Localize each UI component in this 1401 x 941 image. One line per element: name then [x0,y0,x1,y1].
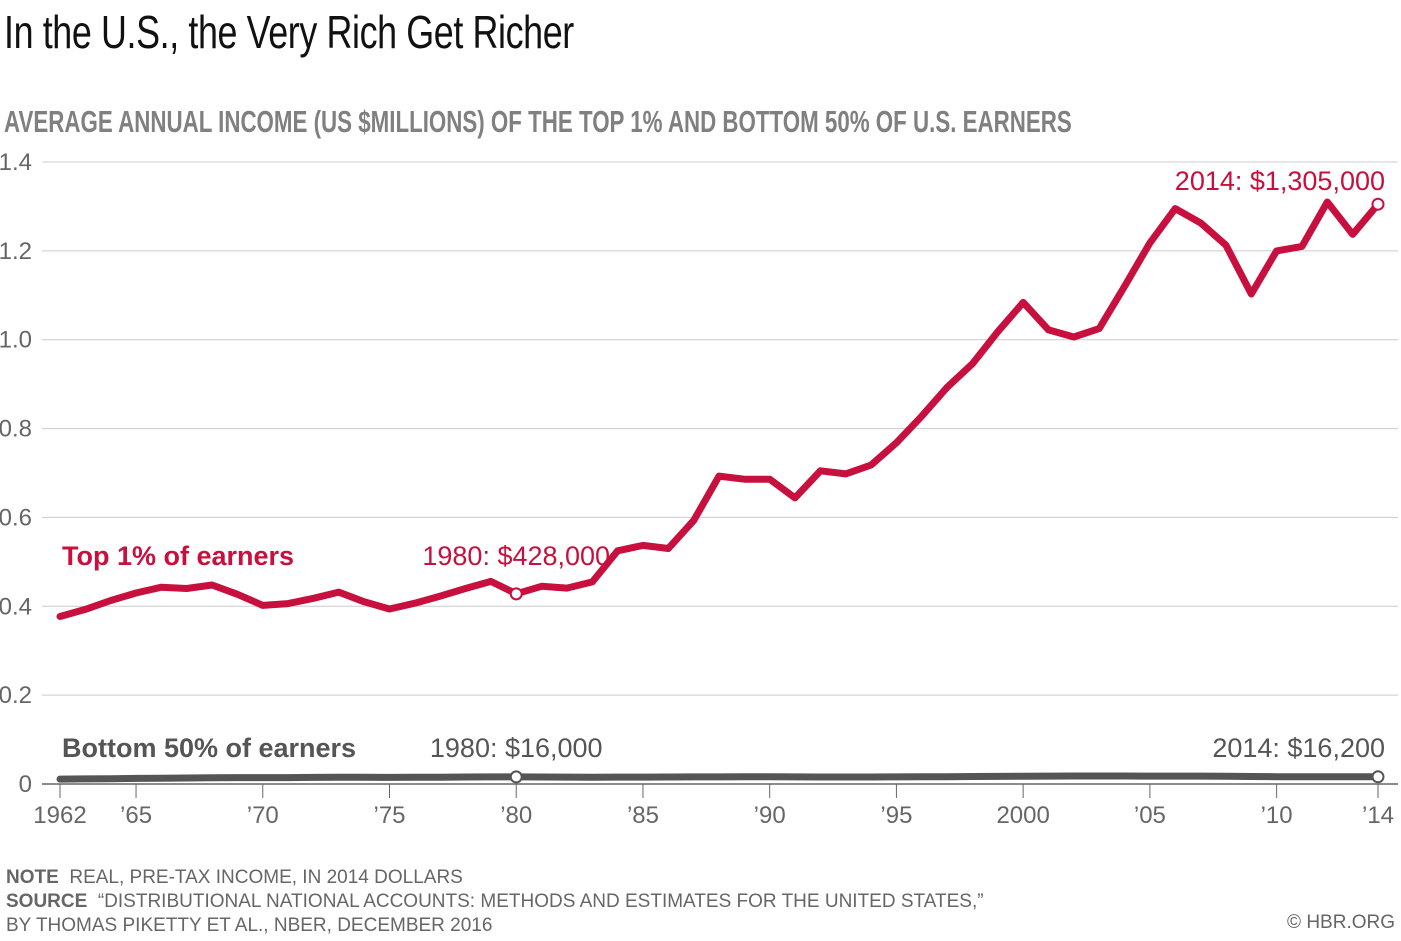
note-line: NOTE REAL, PRE-TAX INCOME, IN 2014 DOLLA… [6,866,463,890]
annotation-label: 1980: $428,000 [422,541,610,571]
source-label: SOURCE [6,891,88,912]
grid-lines [42,161,1398,696]
note-text: REAL, PRE-TAX INCOME, IN 2014 DOLLARS [69,867,463,888]
x-axis: 1962 ’65 ’70 ’75 ’80 ’85 ’90 ’95 2000 ’05 ’10 ’14 [33,783,1398,829]
x-tick-label: ’80 [500,802,532,829]
annotation-marker [1371,197,1385,211]
y-axis-ticks: 0 0.2 0.4 0.6 0.8 1.0 1.2 $1.4 [0,149,32,798]
note-label: NOTE [6,867,59,888]
x-tick-label: ’14 [1362,802,1394,829]
x-tick-label: ’10 [1261,802,1293,829]
y-tick-label: 0.4 [0,593,32,620]
x-tick-label: ’85 [627,802,659,829]
series-line-bottom [56,772,1382,783]
annotation-marker [1371,770,1385,784]
x-tick-label: ’05 [1134,802,1166,829]
source-text-line-1: “DISTRIBUTIONAL NATIONAL ACCOUNTS: METHO… [97,891,984,912]
chart-title: In the U.S., the Very Rich Get Richer [4,6,574,58]
annotation-marker [509,587,523,601]
annotation-label: 1980: $16,000 [430,733,603,763]
y-tick-label: $1.4 [0,149,32,176]
annotation-label: 2014: $16,200 [1212,733,1385,763]
series-label-bottom: Bottom 50% of earners [62,733,356,763]
x-tick-label: 1962 [33,802,86,829]
x-tick-label: ’95 [880,802,912,829]
series-line-top [56,198,1382,620]
x-tick-label: ’90 [754,802,786,829]
series-label-top: Top 1% of earners [62,541,294,571]
y-tick-label: 0 [19,771,32,798]
source-text-line-2: BY THOMAS PIKETTY ET AL., NBER, DECEMBER… [6,915,493,936]
y-tick-label: 0.6 [0,504,32,531]
y-tick-label: 0.2 [0,682,32,709]
x-tick-label: ’70 [247,802,279,829]
chart-subtitle: AVERAGE ANNUAL INCOME (US $MILLIONS) OF … [4,104,1072,139]
x-tick-label: ’65 [120,802,152,829]
source-line: SOURCE “DISTRIBUTIONAL NATIONAL ACCOUNTS… [6,890,984,914]
chart-annotations: Top 1% of earners Bottom 50% of earners 19… [62,166,1385,784]
y-tick-label: 1.2 [0,238,32,265]
copyright: © HBR.ORG [1287,912,1395,933]
x-tick-label: 2000 [996,802,1049,829]
line-chart: 0 0.2 0.4 0.6 0.8 1.0 1.2 $1.4 1962 ’65 ’70 ’75 ’80… [0,149,1398,829]
x-tick-label: ’75 [373,802,405,829]
annotation-label: 2014: $1,305,000 [1175,166,1385,196]
source-line-2: BY THOMAS PIKETTY ET AL., NBER, DECEMBER… [6,914,492,938]
series-lines [56,198,1382,783]
annotation-marker [509,770,523,784]
y-tick-label: 1.0 [0,327,32,354]
y-tick-label: 0.8 [0,416,32,443]
